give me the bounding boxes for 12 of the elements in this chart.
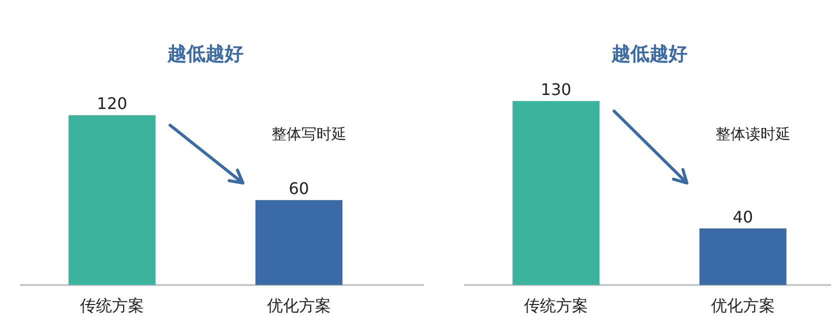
data-label: 120 xyxy=(96,94,128,114)
data-label: 130 xyxy=(540,80,572,100)
annotation: 整体写时延 xyxy=(271,125,346,143)
chart-title: 越低越好 xyxy=(166,43,244,65)
x-tick-label: 优化方案 xyxy=(710,296,775,315)
x-tick-label: 优化方案 xyxy=(266,296,331,315)
data-label: 60 xyxy=(288,179,310,198)
chart-title: 越低越好 xyxy=(610,43,688,65)
data-label: 40 xyxy=(732,207,754,226)
x-tick-label: 传统方案 xyxy=(80,296,144,315)
x-tick-label: 传统方案 xyxy=(524,296,588,315)
annotation: 整体读时延 xyxy=(715,125,790,143)
